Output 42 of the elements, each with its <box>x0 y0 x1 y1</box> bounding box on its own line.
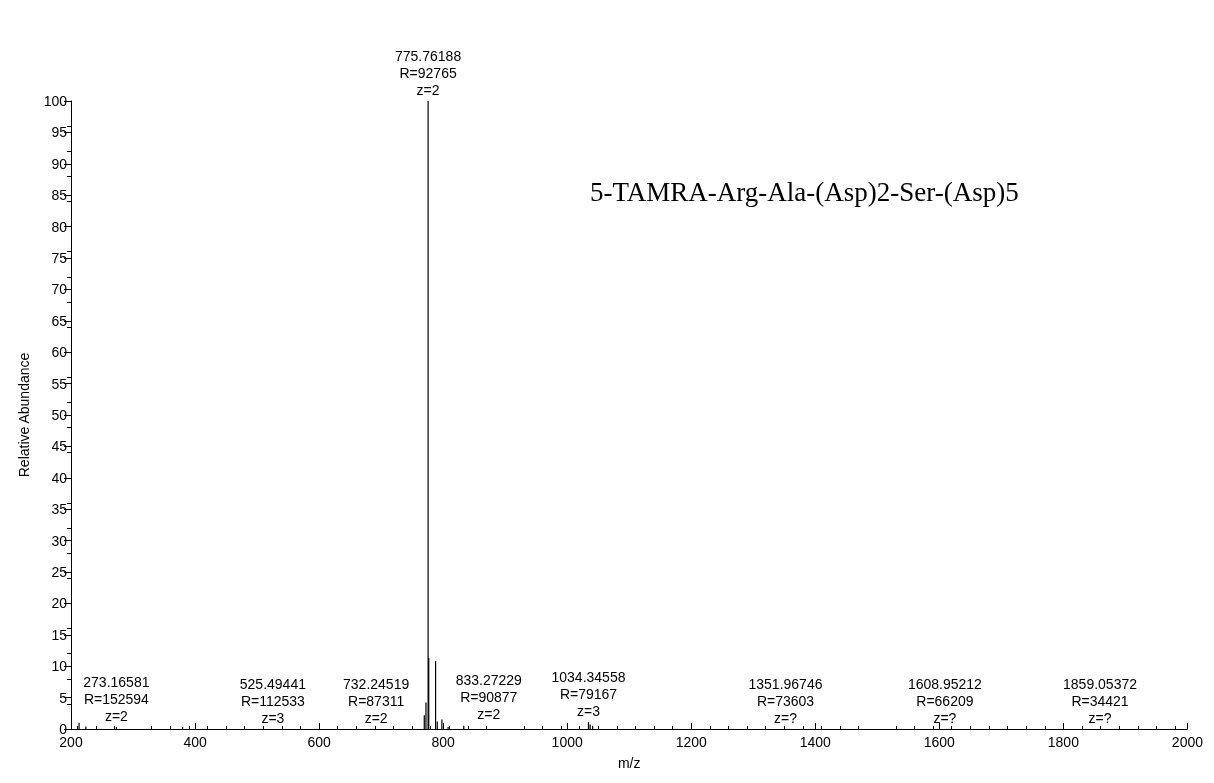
y-tick-label: 10 <box>51 658 68 675</box>
annotation: 1608.95212 R=66209 z=? <box>907 675 983 726</box>
y-tick-label: 50 <box>51 407 68 423</box>
y-tick-label: 45 <box>51 438 68 455</box>
y-tick-label: 55 <box>51 375 68 392</box>
x-tick-label: 1800 <box>1047 734 1080 750</box>
x-tick-label: 400 <box>183 734 207 750</box>
x-tick-label: 1600 <box>923 734 956 750</box>
y-tick-label: 35 <box>51 501 68 518</box>
y-tick-label: 15 <box>51 626 68 643</box>
y-tick-label: 20 <box>51 595 68 612</box>
text: 5-TAMRA-Arg-Ala-(Asp)2-Ser-(Asp)5 <box>590 176 1019 207</box>
y-tick-label: 40 <box>51 469 68 486</box>
annotation: 833.27229 R=90877 z=2 <box>455 672 523 723</box>
y-axis-title: Relative Abundance <box>16 352 32 478</box>
y-tick-label: 30 <box>51 532 68 549</box>
annotation: 732.24519 R=87311 z=2 <box>343 675 410 726</box>
y-tick-label: 65 <box>51 312 68 329</box>
y-tick-label: 0 <box>59 721 68 737</box>
y-tick-label: 100 <box>43 93 68 109</box>
y-tick-label: 90 <box>51 155 68 172</box>
annotation: 1859.05372 R=34421 z=? <box>1063 675 1138 726</box>
annotation: 273.16581 R=152594 z=2 <box>83 673 150 724</box>
x-tick-label: 800 <box>431 734 456 750</box>
y-tick-label: 75 <box>51 250 68 266</box>
y-tick-label: 25 <box>51 564 68 580</box>
x-tick-label: 200 <box>59 734 83 750</box>
x-tick-label: 600 <box>307 734 331 750</box>
x-axis-title: m/z <box>617 755 641 771</box>
y-tick-label: 60 <box>51 344 68 361</box>
annotation: 775.76188 R=92765 z=2 <box>395 47 462 98</box>
x-tick-label: 1200 <box>675 734 708 750</box>
y-tick-label: 70 <box>51 281 68 298</box>
x-tick-label: 2000 <box>1171 734 1204 750</box>
y-tick-label: 80 <box>51 218 68 235</box>
x-tick-label: 1400 <box>799 734 832 750</box>
x-tick-label: 1000 <box>551 734 583 750</box>
y-tick-label: 95 <box>51 124 68 141</box>
annotation: 1034.34558 R=79167 z=3 <box>551 668 626 719</box>
annotation: 525.49441 R=112533 z=3 <box>239 675 307 726</box>
y-tick-label: 85 <box>51 187 68 204</box>
annotation: 1351.96746 R=73603 z=? <box>748 675 823 726</box>
